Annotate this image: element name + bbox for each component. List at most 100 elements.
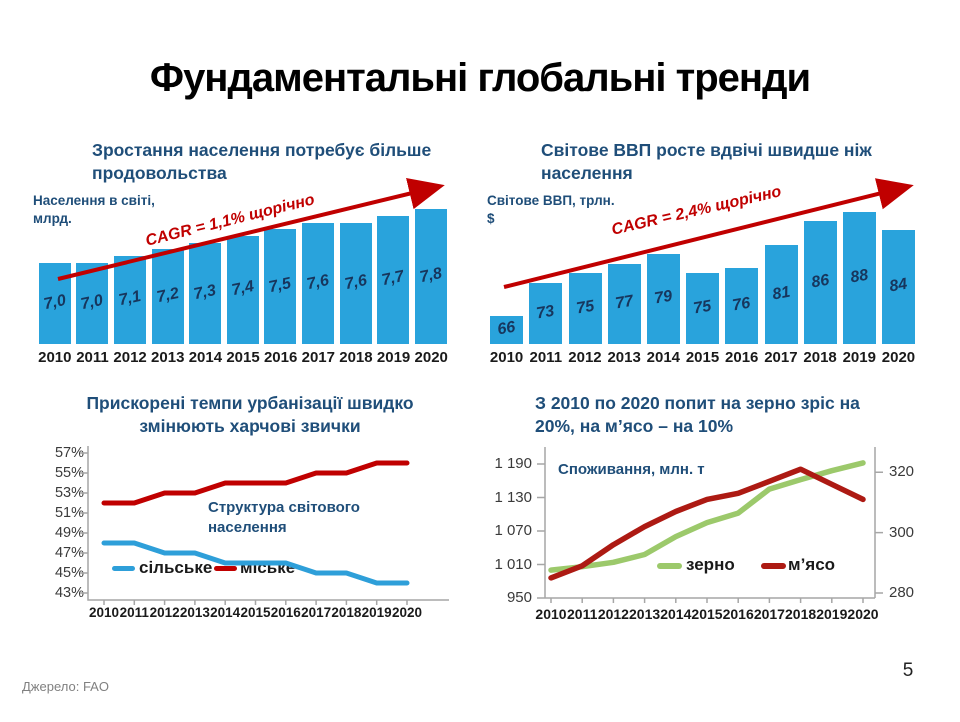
bar-value-label: 66 (496, 318, 517, 339)
y-tick-label: 49% (54, 525, 84, 541)
chart-title-line: Світове ВВП росте вдвічі швидше ніж (541, 140, 872, 160)
bar-value-label: 7,8 (418, 264, 444, 287)
x-axis-label: 2018 (803, 349, 837, 366)
chart-title-population: Зростання населення потребує більше прод… (92, 139, 462, 185)
x-axis-label: 2017 (301, 349, 335, 366)
annotation-population-structure: Структура світового населення (208, 498, 408, 539)
bar-value-label: 76 (731, 294, 752, 315)
x-axis-label: 2017 (764, 349, 798, 366)
bar-population-2016: 7,5 (264, 229, 297, 344)
y-tick-label-left: 1 070 (494, 522, 532, 539)
page-number: 5 (902, 660, 914, 681)
chart-title-line: змінюють харчові звички (139, 416, 361, 437)
bar-population-2017: 7,6 (302, 223, 334, 344)
bar-gdp-2015: 75 (686, 273, 720, 344)
legend-marker-grain (657, 563, 682, 569)
legend-label-grain: зерно (686, 555, 735, 574)
x-axis-label: 2013 (179, 605, 210, 620)
x-axis-label: 2014 (646, 349, 681, 366)
x-axis-label: 2018 (339, 349, 373, 366)
x-axis-label: 2018 (331, 605, 362, 620)
y-tick-label-right: 300 (889, 523, 915, 541)
x-axis-label: 2020 (847, 606, 879, 622)
x-axis-label: 2019 (376, 349, 411, 366)
bar-gdp-2014: 79 (646, 254, 680, 344)
bar-value-label: 7,1 (117, 287, 143, 310)
bar-value-label: 73 (535, 302, 556, 323)
chart-title-line: З 2010 по 2020 попит на зерно зріс на (535, 393, 860, 413)
legend-label-urban: міське (240, 558, 296, 577)
x-axis-label: 2020 (414, 349, 448, 366)
x-axis-label: 2011 (119, 605, 149, 620)
bar-gdp-2019: 88 (842, 212, 876, 344)
bar-population-2010: 7,0 (38, 263, 71, 344)
x-axis-label: 2010 (88, 605, 120, 620)
bar-population-2015: 7,4 (226, 236, 259, 344)
y-tick-label: 45% (54, 565, 84, 581)
y-tick-label-right: 280 (889, 584, 915, 601)
bar-value-label: 75 (574, 297, 596, 318)
x-axis-label: 2015 (691, 606, 723, 622)
x-axis-label: 2012 (597, 606, 629, 622)
bar-value-label: 7,5 (267, 274, 293, 297)
y-tick-label: 51% (54, 505, 84, 521)
x-axis-label: 2014 (660, 606, 692, 622)
chart-title-line: 20%, на м’ясо – на 10% (535, 416, 734, 437)
bar-plot-population: 7,0 7,0 7,1 7,2 7,3 7,4 7,5 7,6 7,6 7,7 7,8 (36, 204, 450, 344)
x-axis-label: 2016 (722, 606, 754, 622)
y-tick-label: 53% (54, 485, 84, 501)
x-axis-label: 2017 (753, 606, 785, 622)
bar-population-2018: 7,6 (339, 223, 372, 344)
y-tick-label-left: 1 130 (494, 488, 532, 506)
x-axis-label: 2019 (842, 349, 876, 366)
chart-title-line: Зростання населення потребує більше (92, 140, 432, 160)
bar-gdp-2011: 73 (529, 283, 563, 344)
x-axis-label: 2014 (188, 349, 223, 366)
bar-gdp-2018: 86 (803, 221, 837, 344)
x-axis-label: 2020 (881, 349, 916, 366)
x-axis-label: 2017 (301, 605, 332, 620)
bar-value-label: 7,6 (305, 271, 331, 294)
chart-title-line: населення (541, 163, 633, 184)
y-tick-label-right: 320 (889, 463, 915, 481)
legend-marker-meat (761, 563, 786, 569)
x-axis-label: 2013 (629, 606, 661, 622)
annotation-consumption: Споживання, млн. т (558, 461, 705, 478)
chart-title-demand: З 2010 по 2020 попит на зерно зріс на 20… (535, 392, 915, 438)
x-axis-label: 2015 (240, 605, 271, 620)
x-axis-label: 2016 (263, 349, 298, 366)
x-axis-label: 2019 (361, 605, 392, 620)
legend-label-rural: сільське (139, 558, 213, 577)
annotation-line: населення (208, 519, 287, 537)
bar-value-label: 75 (692, 297, 713, 318)
y-tick-label: 57% (54, 445, 84, 461)
y-tick-label-left: 950 (506, 589, 532, 606)
axis-ticks-demand (537, 463, 883, 603)
x-axis-label: 2013 (151, 349, 185, 366)
y-tick-label: 47% (54, 545, 84, 561)
chart-title-line: продовольства (92, 163, 227, 184)
x-axis-label: 2016 (725, 349, 759, 366)
source-note: Джерело: FAO (22, 679, 109, 694)
legend-label-meat: м’ясо (788, 555, 836, 574)
bar-gdp-2020: 84 (882, 230, 916, 344)
bar-value-label: 7,0 (79, 291, 105, 314)
bar-value-label: 88 (849, 266, 870, 287)
bar-value-label: 79 (653, 287, 674, 308)
bar-gdp-2013: 77 (607, 264, 641, 344)
bar-population-2013: 7,2 (151, 249, 184, 344)
bar-value-label: 7,6 (342, 271, 369, 294)
bar-population-2011: 7,0 (76, 263, 109, 344)
page-title: Фундаментальні глобальні тренди (149, 56, 811, 100)
x-axis-label: 2014 (210, 605, 241, 620)
bar-value-label: 7,4 (230, 277, 256, 300)
x-axis-label: 2016 (270, 605, 301, 620)
x-axis-label: 2020 (391, 605, 423, 620)
x-axis-label: 2010 (535, 606, 567, 622)
bar-gdp-2012: 75 (568, 273, 602, 344)
bar-value-label: 7,3 (192, 281, 218, 304)
bar-gdp-2010: 66 (490, 316, 524, 344)
bar-gdp-2017: 81 (764, 245, 798, 344)
legend-marker-urban (214, 566, 237, 571)
bar-value-label: 7,2 (154, 284, 181, 307)
